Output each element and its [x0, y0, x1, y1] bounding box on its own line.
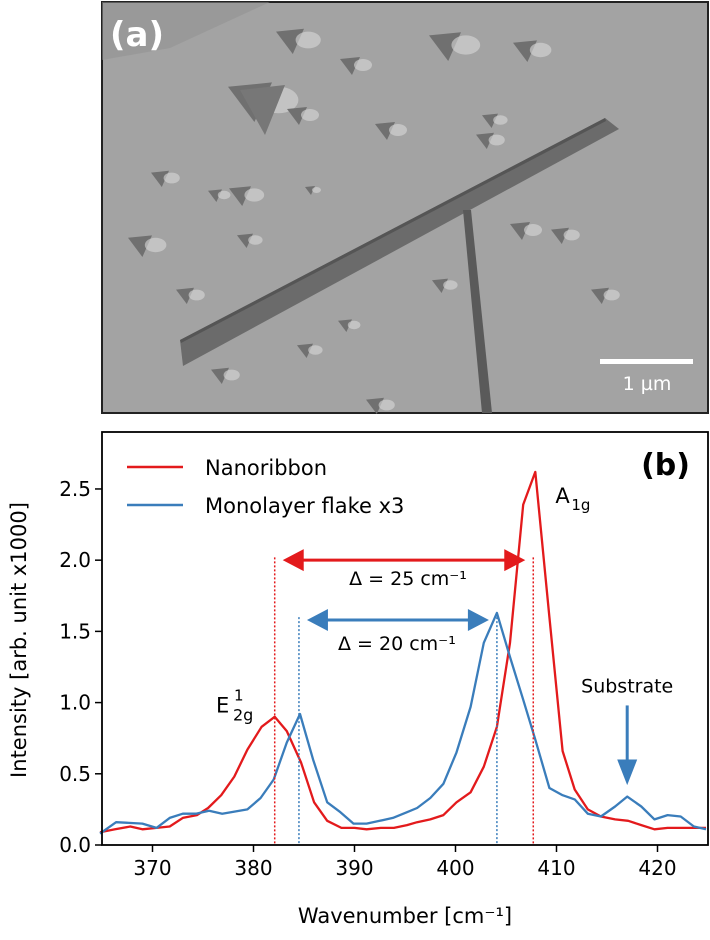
y-tick-label: 2.0: [59, 548, 91, 572]
sem-particle-highlight: [223, 369, 240, 381]
x-tick-label: 400: [436, 856, 474, 880]
sem-image-panel: (a) 1 µm: [101, 1, 709, 414]
annotations: Δ = 25 cm⁻¹ Δ = 20 cm⁻¹ Substrate E 12g A 1g: [216, 484, 673, 845]
raman-chart: Δ = 25 cm⁻¹ Δ = 20 cm⁻¹ Substrate E 12g A 1g 3…: [7, 431, 709, 928]
sem-particle: [176, 287, 194, 304]
sem-particle-highlight: [312, 187, 321, 193]
sem-particle-highlight: [603, 289, 620, 301]
e2g-subscript: 2g: [233, 706, 253, 725]
sem-particle-highlight: [524, 224, 542, 236]
x-tick-label: 390: [335, 856, 373, 880]
legend-label-nanoribbon: Nanoribbon: [205, 456, 327, 480]
sem-particle: [375, 122, 395, 140]
y-tick-label: 2.5: [59, 477, 91, 501]
sem-particle: [338, 319, 352, 332]
sem-particle: [432, 278, 448, 293]
y-axis: 0.0 0.5 1.0 1.5 2.0 2.5: [59, 477, 102, 857]
panel-a-label: (a): [110, 15, 164, 55]
sem-particle-highlight: [217, 190, 231, 200]
sem-particle: [513, 40, 537, 62]
nanoribbon-shape: [180, 118, 619, 366]
sem-particle-highlight: [563, 229, 580, 241]
delta-red-label: Δ = 25 cm⁻¹: [349, 568, 467, 590]
x-axis-label: Wavenumber [cm⁻¹]: [298, 904, 512, 928]
series-monolayer-line: [99, 611, 707, 835]
sem-particle: [429, 32, 461, 61]
y-tick-label: 1.5: [59, 619, 91, 643]
substrate-label: Substrate: [581, 676, 673, 698]
a1g-label: A: [555, 484, 570, 508]
sem-particle-highlight: [529, 42, 552, 58]
sem-particle: [591, 287, 609, 304]
sem-particle: [305, 186, 315, 195]
sem-particle-highlight: [488, 134, 505, 146]
sem-features: [102, 2, 620, 414]
e2g-superscript: 1: [234, 687, 244, 705]
sem-dark-region: [102, 2, 270, 60]
x-tick-label: 410: [537, 856, 575, 880]
sem-particle-highlight: [378, 399, 395, 411]
sem-large-flake: [240, 85, 285, 135]
sem-particle-highlight: [389, 124, 407, 136]
sem-particle-highlight: [308, 345, 323, 355]
sem-particle-highlight: [144, 237, 167, 253]
sem-particle-highlight: [188, 289, 205, 301]
scale-bar: [600, 359, 693, 364]
sem-particle-highlight: [451, 35, 481, 55]
x-tick-label: 420: [638, 856, 676, 880]
sem-particle: [151, 170, 169, 187]
sem-particle-highlight: [493, 115, 508, 125]
sem-particle: [482, 113, 498, 128]
sem-particle: [551, 227, 569, 244]
red-delta-arrow-head-right: [504, 549, 526, 572]
x-axis: 370 380 390 400 410 420: [133, 845, 677, 880]
sem-particle: [237, 233, 253, 248]
legend: Nanoribbon Monolayer flake x3: [127, 456, 404, 518]
a1g-subscript: 1g: [571, 496, 590, 514]
sem-particle-highlight: [163, 172, 180, 184]
sem-particle-highlight: [244, 188, 265, 202]
sem-particle: [211, 367, 229, 384]
e2g-label: E: [216, 694, 229, 718]
sem-particle: [128, 235, 152, 257]
y-axis-label: Intensity [arb. unit x1000]: [7, 502, 31, 778]
blue-delta-arrow-head-left: [306, 608, 328, 631]
scale-bar-label: 1 µm: [623, 373, 672, 395]
sem-particle: [287, 107, 307, 125]
sem-particle-highlight: [443, 280, 458, 290]
x-tick-label: 370: [133, 856, 171, 880]
sem-particle: [366, 397, 384, 414]
sem-particle-highlight: [295, 31, 321, 49]
y-tick-label: 0.0: [59, 833, 91, 857]
blue-delta-arrow-head-right: [467, 608, 489, 631]
delta-blue-label: Δ = 20 cm⁻¹: [338, 633, 456, 655]
crack-line: [463, 210, 492, 413]
sem-particle: [297, 343, 313, 358]
x-tick-label: 380: [234, 856, 272, 880]
sem-particle-highlight: [354, 59, 372, 71]
sem-particle-highlight: [301, 109, 319, 121]
sem-particle: [229, 186, 251, 206]
sem-particle: [476, 132, 494, 149]
sem-particle: [340, 57, 360, 75]
sem-particle-highlight: [347, 320, 361, 330]
y-tick-label: 0.5: [59, 762, 91, 786]
sem-particle: [208, 189, 222, 202]
panel-b-label: (b): [641, 448, 690, 483]
curves: [99, 470, 707, 835]
plot-frame: [101, 431, 709, 846]
sem-particle: [276, 28, 304, 54]
red-delta-arrow-head-left: [282, 549, 304, 572]
sem-particle-highlight: [248, 235, 263, 245]
y-tick-label: 1.0: [59, 691, 91, 715]
nanoribbon-edge: [180, 118, 606, 343]
substrate-arrow-head: [617, 759, 638, 786]
legend-label-monolayer: Monolayer flake x3: [205, 494, 404, 518]
sem-particle: [510, 222, 530, 240]
